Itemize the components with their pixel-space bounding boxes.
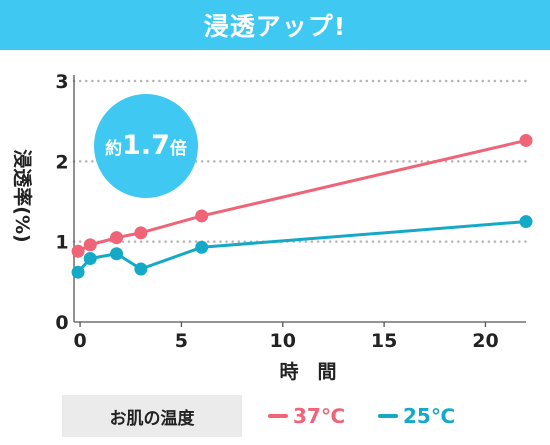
badge-value: 1.7 — [122, 130, 170, 161]
series-0-point-0 — [71, 244, 85, 258]
series-1-point-0 — [71, 265, 85, 279]
legend-swatch-37 — [268, 414, 288, 418]
series-0-point-3 — [134, 226, 148, 240]
axes: 0 1 2 3 0 5 10 15 20 — [55, 71, 526, 352]
ratio-badge: 約1.7倍 — [94, 94, 198, 198]
y-tick-label-0: 0 — [55, 312, 68, 334]
badge-suffix: 倍 — [170, 138, 187, 159]
series-0-point-1 — [83, 238, 97, 252]
badge-circle — [94, 94, 198, 198]
legend-label-37: 37℃ — [293, 404, 346, 428]
series-group — [71, 133, 533, 279]
legend-item-37: 37℃ — [268, 395, 345, 437]
title-banner: 浸透アップ! — [0, 0, 550, 50]
legend-label-25: 25℃ — [403, 404, 456, 428]
legend-item-25: 25℃ — [378, 395, 455, 437]
line-chart: 0 1 2 3 0 5 10 15 20 約1.7倍 浸透率(%) 時 間 — [11, 71, 533, 383]
series-1-point-4 — [195, 240, 209, 254]
x-axis-label: 時 間 — [279, 361, 336, 383]
y-axis-label: 浸透率(%) — [11, 149, 34, 242]
series-1-point-5 — [519, 215, 533, 229]
x-tick-label-10: 10 — [270, 330, 296, 352]
x-tick-label-15: 15 — [371, 330, 397, 352]
y-tick-label-2: 2 — [55, 151, 68, 173]
y-tick-label-3: 3 — [55, 71, 68, 93]
series-0-point-2 — [110, 231, 124, 245]
x-tick-label-20: 20 — [472, 330, 498, 352]
series-0-point-4 — [195, 209, 209, 223]
badge-prefix: 約 — [105, 138, 122, 159]
banner-title: 浸透アップ! — [203, 12, 347, 41]
series-0-point-5 — [519, 133, 533, 147]
legend-title-box: お肌の温度 — [62, 395, 242, 437]
y-tick-label-1: 1 — [55, 232, 68, 254]
x-tick-label-0: 0 — [73, 330, 86, 352]
series-1-point-3 — [134, 262, 148, 276]
legend-swatch-25 — [378, 414, 398, 418]
legend-title: お肌の温度 — [109, 408, 195, 429]
grid-lines — [72, 79, 528, 243]
series-1-point-1 — [83, 252, 97, 266]
series-1-point-2 — [110, 247, 124, 261]
badge-text: 約1.7倍 — [105, 130, 187, 161]
x-tick-label-5: 5 — [175, 330, 188, 352]
